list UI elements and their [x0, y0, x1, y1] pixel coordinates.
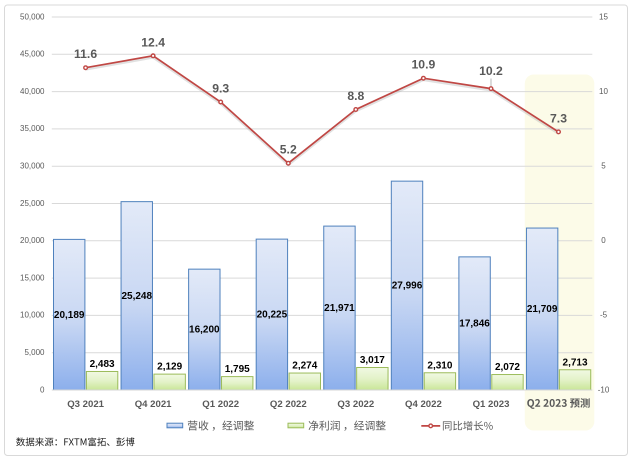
- svg-text:2,274: 2,274: [292, 361, 317, 372]
- svg-text:20,000: 20,000: [20, 236, 45, 245]
- svg-text:Q2 2022: Q2 2022: [270, 399, 307, 410]
- svg-text:17,846: 17,846: [459, 319, 490, 330]
- svg-text:2,483: 2,483: [90, 359, 115, 370]
- svg-text:Q4 2022: Q4 2022: [405, 399, 442, 410]
- svg-text:10.2: 10.2: [479, 64, 503, 78]
- svg-text:30,000: 30,000: [20, 161, 45, 170]
- svg-text:Q4 2021: Q4 2021: [135, 399, 172, 410]
- svg-text:2,129: 2,129: [157, 362, 182, 373]
- svg-text:16,200: 16,200: [189, 325, 220, 336]
- svg-text:1,795: 1,795: [225, 364, 250, 375]
- svg-text:0: 0: [601, 236, 606, 245]
- svg-text:5: 5: [601, 161, 606, 170]
- svg-text:2,072: 2,072: [495, 362, 520, 373]
- svg-text:10,000: 10,000: [20, 311, 45, 320]
- svg-text:25,248: 25,248: [121, 291, 152, 302]
- svg-text:8.8: 8.8: [347, 89, 364, 103]
- svg-text:15,000: 15,000: [20, 273, 45, 282]
- svg-text:9.3: 9.3: [212, 82, 229, 96]
- svg-text:2,713: 2,713: [563, 357, 588, 368]
- svg-text:35,000: 35,000: [20, 124, 45, 133]
- svg-text:3,017: 3,017: [360, 355, 385, 366]
- svg-text:21,971: 21,971: [324, 303, 355, 314]
- svg-text:5.2: 5.2: [280, 143, 297, 157]
- svg-text:-5: -5: [600, 311, 608, 320]
- svg-text:20,225: 20,225: [257, 310, 288, 321]
- svg-text:Q3 2022: Q3 2022: [337, 399, 374, 410]
- svg-text:21,709: 21,709: [527, 304, 558, 315]
- svg-text:-10: -10: [598, 385, 610, 394]
- svg-text:11.6: 11.6: [74, 47, 97, 61]
- svg-text:7.3: 7.3: [550, 111, 567, 125]
- svg-text:40,000: 40,000: [20, 87, 45, 96]
- svg-text:50,000: 50,000: [20, 12, 45, 21]
- svg-text:12.4: 12.4: [141, 35, 165, 49]
- svg-text:20,189: 20,189: [54, 310, 85, 321]
- svg-text:25,000: 25,000: [20, 199, 45, 208]
- svg-text:5,000: 5,000: [24, 348, 45, 357]
- svg-text:15: 15: [599, 12, 608, 21]
- svg-text:10: 10: [599, 87, 608, 96]
- svg-text:10.9: 10.9: [412, 58, 436, 72]
- svg-text:45,000: 45,000: [20, 50, 45, 59]
- svg-text:Q1 2023: Q1 2023: [473, 399, 510, 410]
- svg-text:2,310: 2,310: [427, 360, 452, 371]
- svg-text:Q1 2022: Q1 2022: [202, 399, 239, 410]
- svg-text:27,996: 27,996: [392, 281, 423, 292]
- svg-text:Q3 2021: Q3 2021: [67, 399, 104, 410]
- svg-text:0: 0: [40, 385, 45, 394]
